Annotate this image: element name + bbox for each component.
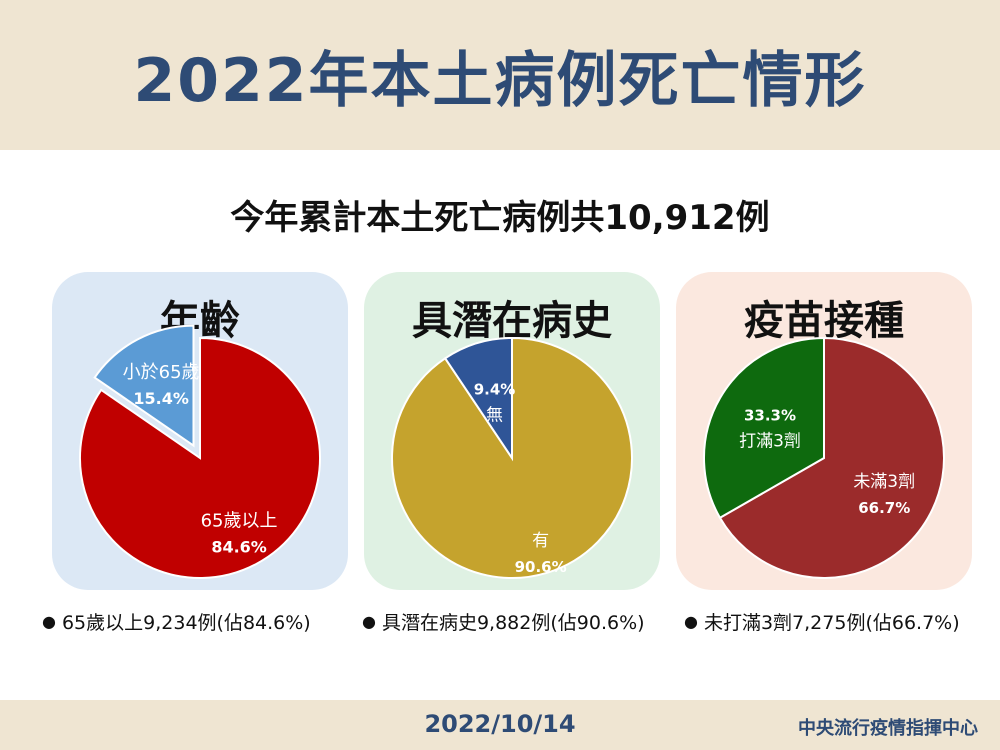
vaccine-note: ● 未打滿3劑7,275例(佔66.7%) [684, 608, 960, 635]
condition-slice-0-value-label: 90.6% [515, 558, 567, 576]
vaccine-card-title: 疫苗接種 [744, 298, 904, 344]
report-date: 2022/10/14 [424, 710, 576, 738]
age-slice-1-value-label: 15.4% [133, 389, 189, 408]
footer-banner: 2022/10/14 中央流行疫情指揮中心 [0, 700, 1000, 750]
condition-card: 具潛在病史 有 90.6% 9.4% 無 [364, 272, 660, 590]
condition-card-title: 具潛在病史 [412, 298, 612, 344]
age-pie-slice-0 [79, 336, 321, 579]
age-pie-chart: 65歲以上 84.6% 小於65歲 15.4% [79, 324, 321, 579]
condition-slice-0-name-label: 有 [532, 531, 549, 551]
condition-slice-1-value-label: 9.4% [474, 381, 516, 399]
bullet-icon: ● [684, 612, 698, 631]
age-card: 年齡 65歲以上 84.6% 小於65歲 15.4% [52, 272, 348, 590]
bullet-icon: ● [362, 612, 376, 631]
age-pie-slice-1 [93, 324, 195, 448]
condition-note-text: 具潛在病史9,882例(佔90.6%) [381, 612, 645, 634]
vaccine-note-text: 未打滿3劑7,275例(佔66.7%) [703, 612, 960, 634]
age-slice-0-value-label: 84.6% [211, 537, 267, 556]
age-note: ● 65歲以上9,234例(佔84.6%) [42, 608, 311, 635]
vaccine-slice-0-name-label: 未滿3劑 [853, 472, 915, 492]
condition-slice-1-name-label: 無 [486, 406, 503, 426]
bullet-icon: ● [42, 612, 56, 631]
age-slice-0-name-label: 65歲以上 [201, 510, 278, 531]
vaccine-pie-slice-1 [703, 336, 825, 520]
vaccine-slice-0-value-label: 66.7% [858, 499, 910, 517]
vaccine-card: 疫苗接種 未滿3劑 66.7% 33.3% 打滿3劑 [676, 272, 972, 590]
age-note-text: 65歲以上9,234例(佔84.6%) [61, 612, 311, 634]
vaccine-slice-1-value-label: 33.3% [744, 407, 796, 425]
header-banner: 2022年本土病例死亡情形 [0, 0, 1000, 150]
page-title: 2022年本土病例死亡情形 [133, 45, 867, 116]
vaccine-pie-chart: 未滿3劑 66.7% 33.3% 打滿3劑 [703, 336, 945, 579]
total-deaths-summary: 今年累計本土死亡病例共10,912例 [230, 198, 770, 238]
condition-pie-chart: 有 90.6% 9.4% 無 [391, 336, 633, 579]
organization-name: 中央流行疫情指揮中心 [798, 718, 978, 739]
age-slice-1-name-label: 小於65歲 [123, 362, 200, 383]
condition-note: ● 具潛在病史9,882例(佔90.6%) [362, 608, 645, 635]
vaccine-pie-slice-0 [718, 336, 945, 579]
condition-pie-slice-1 [443, 336, 513, 462]
condition-pie-slice-0 [391, 336, 633, 579]
vaccine-slice-1-name-label: 打滿3劑 [739, 432, 801, 452]
